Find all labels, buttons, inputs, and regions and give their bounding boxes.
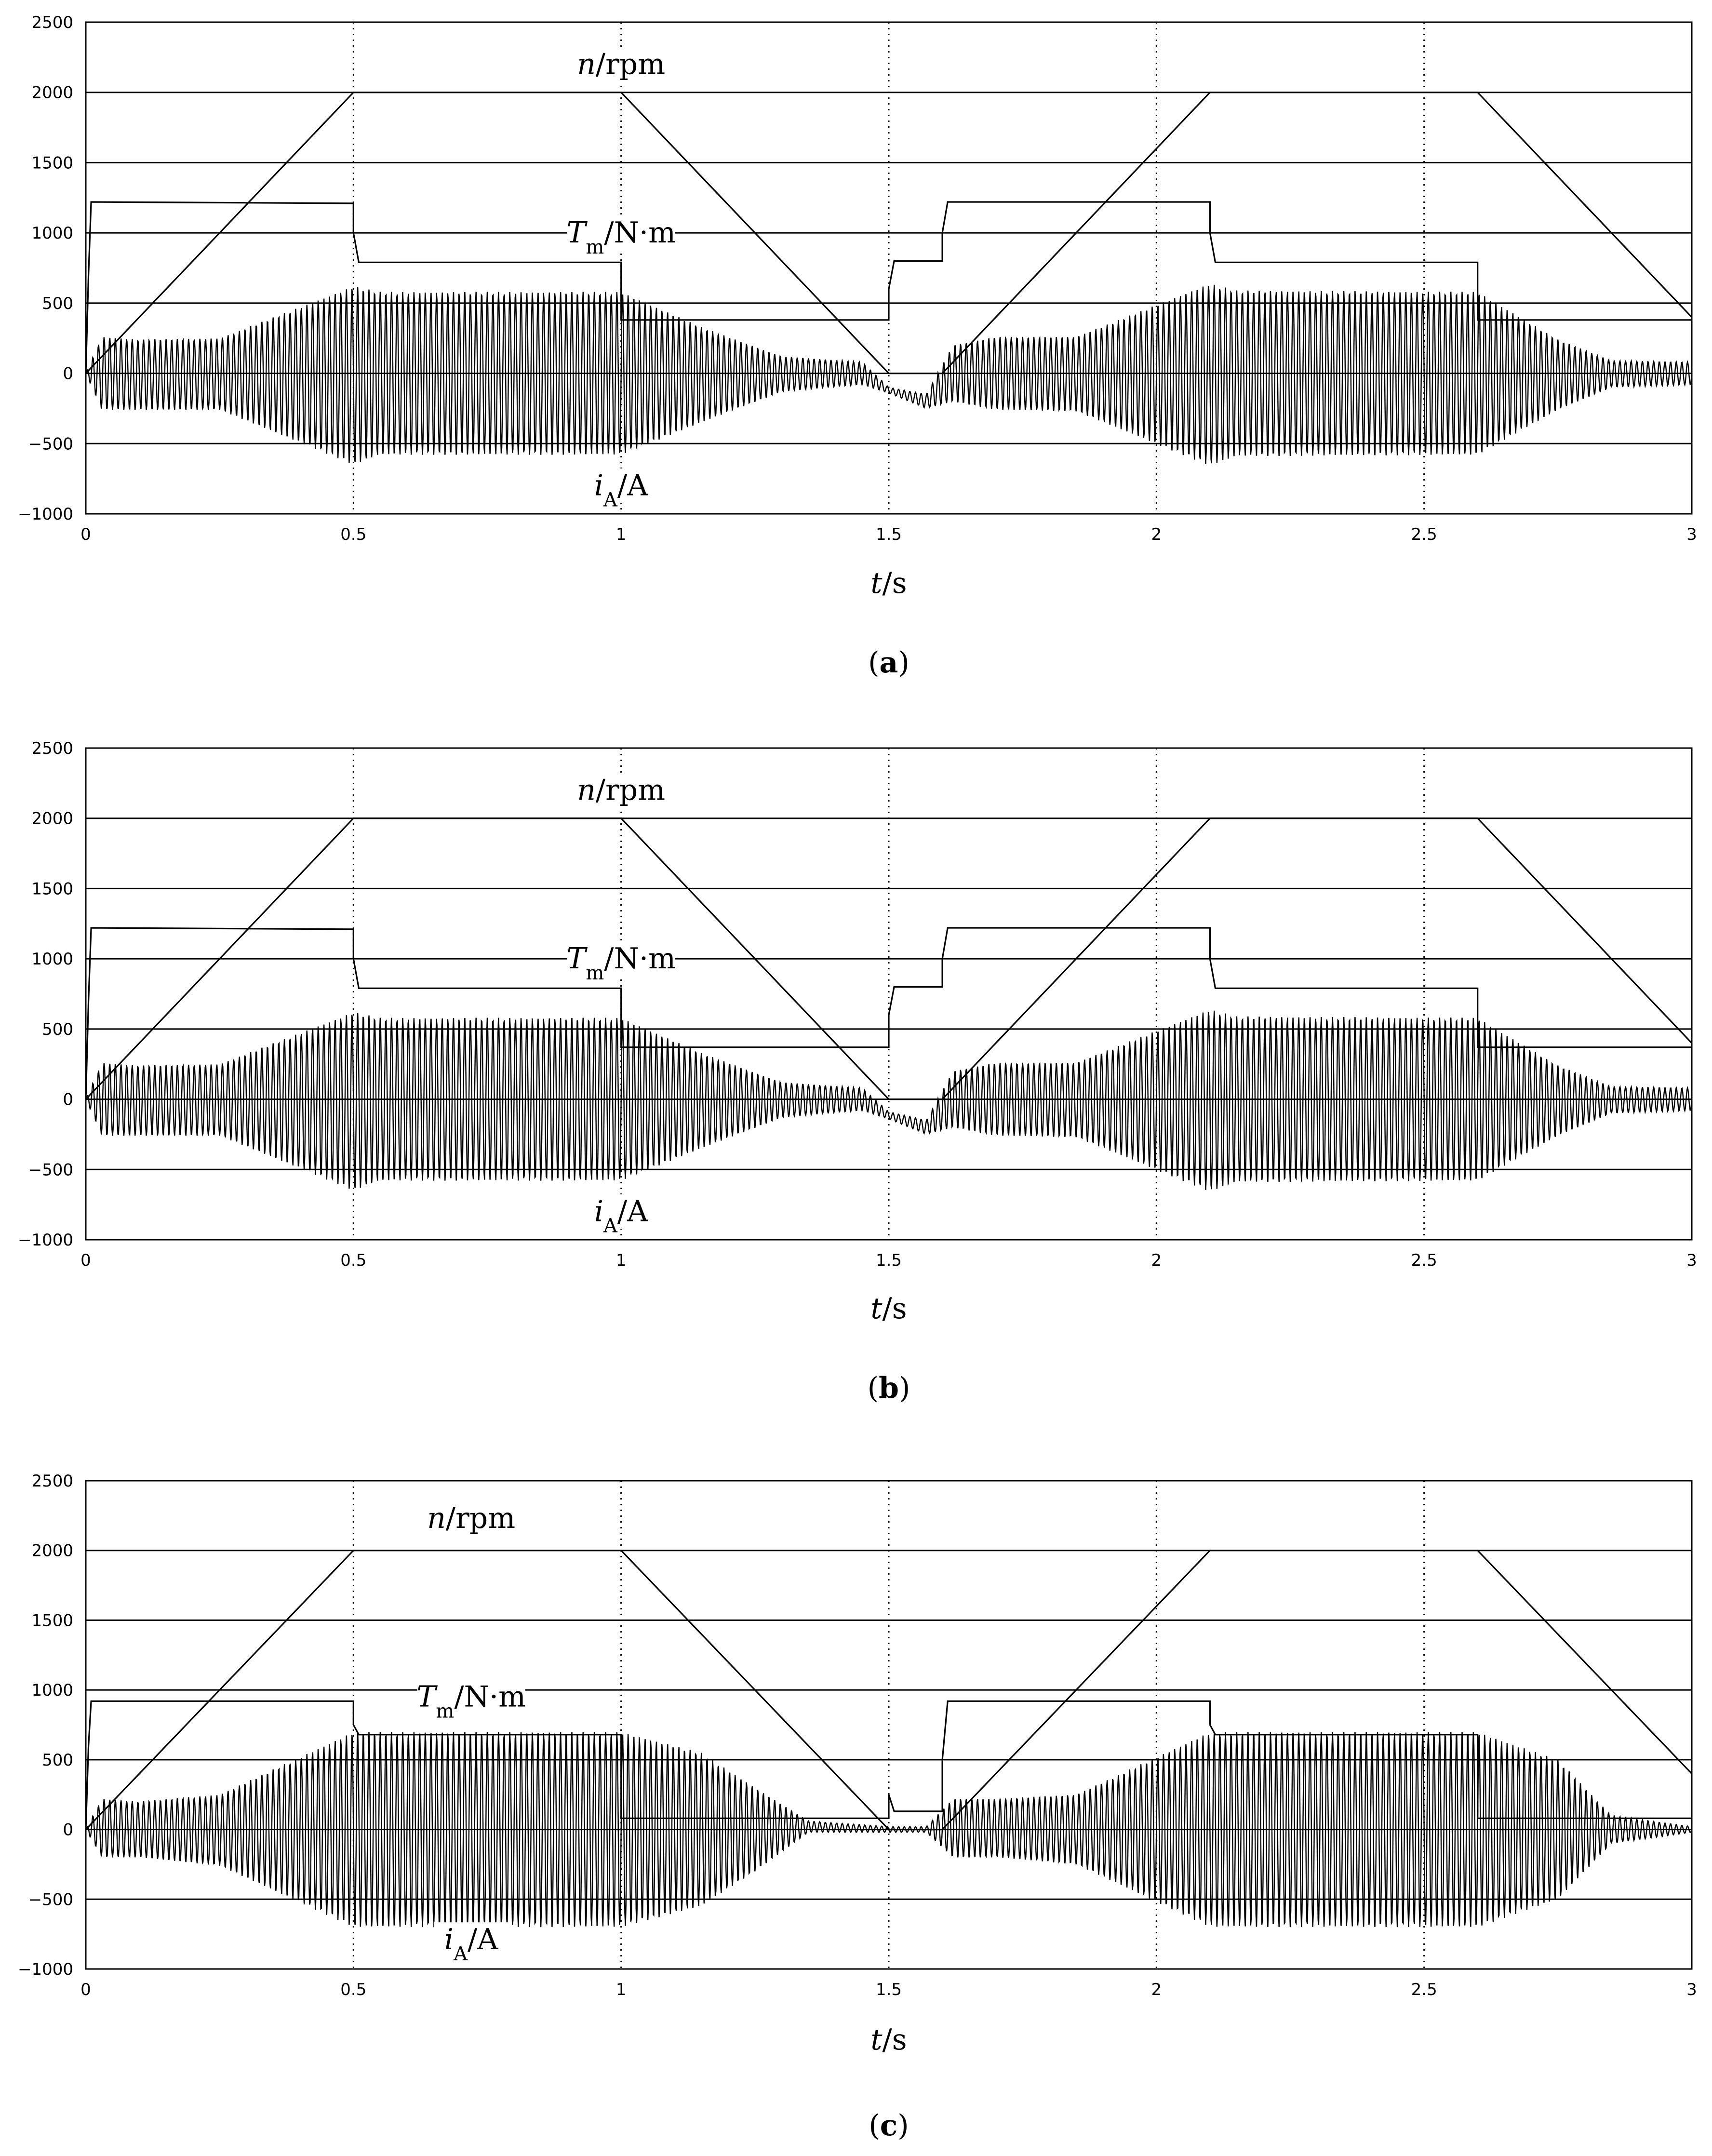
x-tick-label: 0 bbox=[80, 525, 91, 544]
y-tick-label: 0 bbox=[63, 1090, 73, 1110]
x-tick-label: 1.5 bbox=[876, 1251, 902, 1270]
x-tick-label: 0 bbox=[80, 1251, 91, 1270]
x-tick-label: 2 bbox=[1151, 1980, 1162, 1999]
label-background bbox=[573, 47, 669, 82]
x-tick-label: 1 bbox=[616, 525, 627, 544]
x-tick-label: 1 bbox=[616, 1251, 627, 1270]
y-tick-label: 1000 bbox=[31, 950, 73, 969]
x-tick-label: 0 bbox=[80, 1980, 91, 1999]
x-tick-label: 0.5 bbox=[340, 1980, 366, 1999]
y-tick-label: 1500 bbox=[31, 879, 73, 898]
x-tick-label: 2 bbox=[1151, 1251, 1162, 1270]
y-tick-label: 1500 bbox=[31, 1611, 73, 1630]
series-label: n/rpm bbox=[577, 773, 665, 807]
series-label: n/rpm bbox=[577, 47, 665, 81]
x-tick-label: 0.5 bbox=[340, 525, 366, 544]
y-tick-label: 2000 bbox=[31, 1541, 73, 1561]
label-background bbox=[423, 1501, 520, 1536]
y-tick-label: 1000 bbox=[31, 1681, 73, 1700]
panel-c: −1000 −500 0 500 1000 1500 2000 2500 0 0.5 1 1.5 2 2.… bbox=[18, 1472, 1697, 2143]
y-tick-label: −1000 bbox=[18, 505, 73, 524]
y-tick-label: 2500 bbox=[31, 739, 73, 758]
y-tick-label: −500 bbox=[28, 1160, 73, 1179]
x-tick-label: 1.5 bbox=[876, 1980, 902, 1999]
x-tick-label: 2.5 bbox=[1411, 525, 1437, 544]
panel-caption: (a) bbox=[868, 646, 910, 680]
series-current-line bbox=[85, 1010, 1693, 1190]
x-axis-label: t/s bbox=[870, 1292, 907, 1326]
panel-caption: (b) bbox=[868, 1371, 910, 1405]
x-tick-label: 1 bbox=[616, 1980, 627, 1999]
x-tick-label: 0.5 bbox=[340, 1251, 366, 1270]
series-label: Tm/N·m bbox=[566, 942, 676, 984]
series-speed-line bbox=[85, 1550, 1693, 1831]
x-tick-label: 3 bbox=[1686, 1251, 1697, 1270]
y-tick-label: 1500 bbox=[31, 153, 73, 173]
series-torque-line bbox=[85, 201, 1692, 374]
label-background bbox=[433, 1922, 509, 1957]
y-tick-label: 1000 bbox=[31, 224, 73, 243]
panel-b: −1000 −500 0 500 1000 1500 2000 2500 0 0.5 1 1.5 2 2.… bbox=[18, 739, 1697, 1405]
y-tick-label: −500 bbox=[28, 1890, 73, 1909]
y-tick-label: 500 bbox=[42, 1020, 73, 1039]
series-label: n/rpm bbox=[427, 1501, 515, 1535]
x-tick-label: 2 bbox=[1151, 525, 1162, 544]
y-tick-label: 0 bbox=[63, 364, 73, 384]
x-tick-label: 1.5 bbox=[876, 525, 902, 544]
series-label: Tm/N·m bbox=[566, 216, 676, 258]
x-tick-label: 2.5 bbox=[1411, 1251, 1437, 1270]
series-torque-line bbox=[85, 927, 1692, 1099]
panel-caption: (c) bbox=[869, 2109, 909, 2143]
label-background bbox=[567, 941, 675, 977]
series-label: iA/A bbox=[594, 1195, 648, 1237]
y-tick-label: −500 bbox=[28, 434, 73, 454]
y-tick-label: 500 bbox=[42, 294, 73, 313]
y-tick-label: 2000 bbox=[31, 83, 73, 103]
y-tick-label: 2500 bbox=[31, 13, 73, 32]
y-tick-label: 2500 bbox=[31, 1472, 73, 1491]
series-speed-line bbox=[85, 817, 1693, 1100]
y-tick-label: 0 bbox=[63, 1821, 73, 1840]
x-axis-label: t/s bbox=[870, 566, 907, 600]
x-axis-label: t/s bbox=[870, 2023, 907, 2057]
label-background bbox=[573, 773, 669, 808]
y-tick-label: 2000 bbox=[31, 809, 73, 829]
y-tick-label: −1000 bbox=[18, 1231, 73, 1250]
label-background bbox=[583, 468, 659, 503]
x-tick-label: 2.5 bbox=[1411, 1980, 1437, 1999]
label-background bbox=[567, 215, 675, 251]
y-tick-label: −1000 bbox=[18, 1960, 73, 1979]
series-label: iA/A bbox=[594, 469, 648, 511]
x-tick-label: 3 bbox=[1686, 1980, 1697, 1999]
x-tick-label: 3 bbox=[1686, 525, 1697, 544]
series-torque-line bbox=[85, 1700, 1692, 1830]
y-tick-label: 500 bbox=[42, 1751, 73, 1770]
panel-a: −1000 −500 0 500 1000 1500 2000 2500 0 0.5 1 1.5 2 2.… bbox=[18, 13, 1697, 680]
series-label: iA/A bbox=[444, 1923, 498, 1965]
series-speed-line bbox=[85, 92, 1693, 375]
label-background bbox=[417, 1679, 525, 1714]
series-label: Tm/N·m bbox=[416, 1680, 526, 1723]
series-current-line bbox=[85, 284, 1693, 464]
label-background bbox=[583, 1194, 659, 1229]
